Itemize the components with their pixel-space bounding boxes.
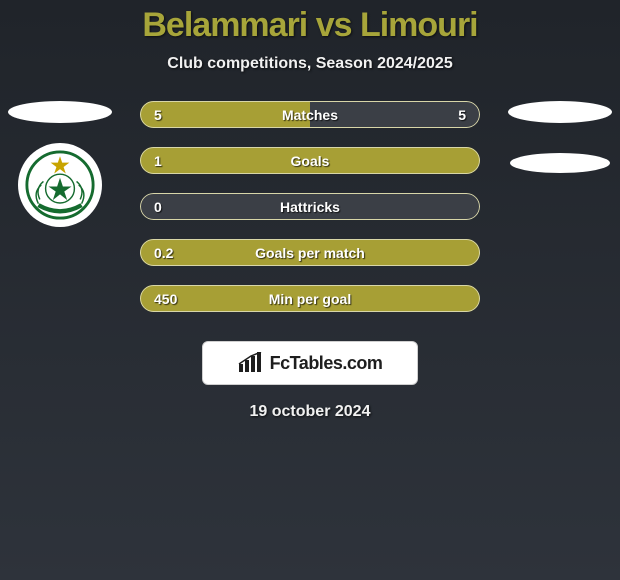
country-flag-placeholder-left [8,101,112,123]
team-badge-left [18,143,102,227]
stat-bar: 5Matches5 [140,101,480,128]
stat-label: Goals per match [140,245,480,261]
page-subtitle: Club competitions, Season 2024/2025 [0,55,620,73]
left-team-column [0,101,120,227]
stat-bar: 450Min per goal [140,285,480,312]
bar-chart-icon [238,352,264,374]
stat-label: Min per goal [140,291,480,307]
page-title: Belammari vs Limouri [0,0,620,45]
club-crest-icon [24,149,96,221]
stats-area: 5Matches5 1Goals 0Hattricks 0.2Goals per ma… [0,101,620,321]
brand-text: FcTables.com [270,353,383,374]
country-flag-placeholder-right [508,101,612,123]
stat-bar: 0Hattricks [140,193,480,220]
stat-label: Matches [140,107,480,123]
date-text: 19 october 2024 [0,403,620,421]
infographic-root: Belammari vs Limouri Club competitions, … [0,0,620,580]
stat-bar: 0.2Goals per match [140,239,480,266]
stat-label: Goals [140,153,480,169]
stat-bar: 1Goals [140,147,480,174]
right-team-column [500,101,620,173]
stat-bars: 5Matches5 1Goals 0Hattricks 0.2Goals per ma… [140,101,480,312]
stat-label: Hattricks [140,199,480,215]
team-badge-placeholder-right [510,153,610,173]
brand-watermark: FcTables.com [202,341,418,385]
stat-value-right: 5 [458,107,466,123]
